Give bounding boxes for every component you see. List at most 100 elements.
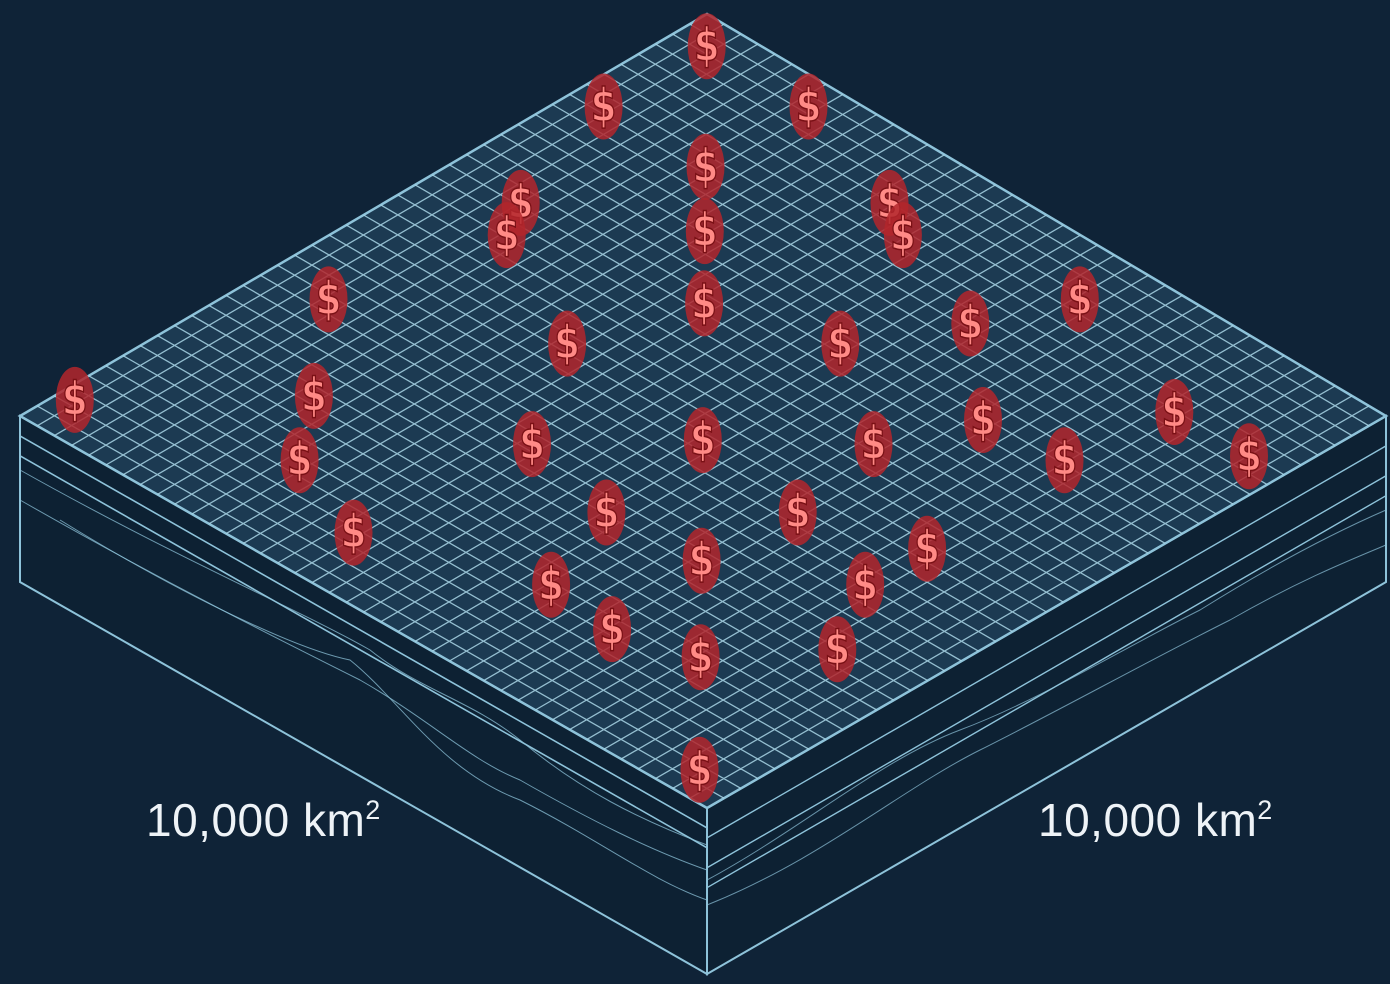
dollar-sign-icon: $ [846,551,885,618]
cost-markers: $$ $$$$$$ $ $$ $$ $$$$$ $$$ $ $ $ $$ $ $$$ $ $$$ $$ [55,13,1268,803]
marker-glow [487,202,526,269]
strata-curve [59,519,708,901]
dollar-sign-icon: $ [883,202,922,269]
strata-curve [706,509,1387,881]
dollar-sign-icon: $ [680,736,719,803]
strata-curve [19,499,708,871]
dollar-glyph: $ [287,432,313,486]
marker-glow [883,202,922,269]
dollar-sign-icon: $ [1230,423,1268,490]
dollar-sign-icon: $ [951,290,990,357]
dollar-sign-icon: $ [687,13,726,80]
dollar-sign-icon: $ [1155,379,1194,445]
survey-grid [36,23,1370,799]
dollar-glyph: $ [1236,428,1262,482]
dollar-glyph: $ [301,368,327,422]
dollar-glyph: $ [341,505,367,559]
dollar-glyph: $ [519,416,545,470]
dollar-sign-icon: $ [532,551,571,618]
marker-glow [1155,379,1194,445]
dollar-sign-icon: $ [682,527,721,594]
marker-glow [280,427,319,494]
dollar-sign-icon: $ [854,411,893,478]
grid-lines [36,23,1370,799]
dollar-glyph: $ [687,742,713,796]
marker-glow [821,310,860,377]
dollar-sign-icon: $ [1045,427,1084,494]
marker-glow [587,479,626,546]
marker-glow [334,499,373,566]
dollar-sign-icon: $ [964,387,1002,453]
dollar-sign-icon: $ [513,411,551,478]
dollar-sign-icon: $ [593,596,632,663]
right-dimension-value: 10,000 km [1038,794,1258,846]
dollar-glyph: $ [554,316,580,370]
dollar-glyph: $ [538,557,564,611]
dollar-sign-icon: $ [587,479,626,546]
marker-glow [778,479,817,546]
dollar-sign-icon: $ [683,407,722,474]
dollar-sign-icon: $ [821,310,860,377]
dollar-glyph: $ [1067,271,1093,325]
dollar-glyph: $ [785,484,811,538]
right-edge-dimension-label: 10,000 km2 [1038,793,1273,847]
marker-glow [687,13,726,80]
marker-glow [309,266,348,333]
dollar-glyph: $ [691,275,717,329]
right-layer-line [706,475,1387,869]
dollar-sign-icon: $ [280,427,319,494]
left-edge-dimension-label: 10,000 km2 [146,793,381,847]
dollar-sign-icon: $ [686,133,725,200]
dollar-glyph: $ [890,207,916,261]
dollar-glyph: $ [692,203,718,257]
dollar-glyph: $ [316,271,342,325]
dollar-glyph: $ [824,621,850,675]
marker-glow [789,73,828,140]
marker-glow [1045,427,1084,494]
dollar-sign-icon: $ [908,515,947,582]
marker-glow [1060,266,1099,333]
dollar-sign-icon: $ [778,479,817,546]
dollar-glyph: $ [494,207,520,261]
left-layer-line [19,435,708,829]
marker-glow [682,527,721,594]
left-dimension-value: 10,000 km [146,794,366,846]
dollar-glyph: $ [694,18,720,72]
dollar-sign-icon: $ [584,73,623,140]
strata-curve [19,469,708,846]
dollar-sign-icon: $ [818,616,857,683]
left-layer-line [19,455,708,849]
dollar-sign-icon: $ [294,362,333,429]
marker-glow [951,290,990,357]
dollar-sign-icon: $ [685,198,724,265]
dollar-sign-icon: $ [685,270,724,337]
left-dimension-superscript: 2 [365,795,381,825]
dollar-glyph: $ [827,316,853,370]
dollar-glyph: $ [591,78,617,132]
dollar-glyph: $ [599,601,625,655]
dollar-glyph: $ [970,392,996,446]
marker-glow [854,411,893,478]
marker-glow [294,362,333,429]
marker-glow [513,411,551,478]
dollar-sign-icon: $ [681,624,720,691]
marker-glow [55,366,94,433]
right-dimension-superscript: 2 [1257,795,1273,825]
marker-glow [681,624,720,691]
dollar-sign-icon: $ [789,73,828,140]
dollar-glyph: $ [861,416,887,470]
subsurface-block-sides [19,414,1387,976]
dollar-sign-icon: $ [55,366,94,433]
dollar-glyph: $ [594,484,620,538]
dollar-sign-icon: $ [309,266,348,333]
dollar-glyph: $ [852,557,878,611]
marker-glow [1230,423,1268,490]
marker-glow [532,551,571,618]
right-layer-line [706,445,1387,839]
dollar-glyph: $ [688,629,714,683]
dollar-glyph: $ [914,521,940,575]
marker-glow [548,310,587,377]
dollar-glyph: $ [689,533,715,587]
